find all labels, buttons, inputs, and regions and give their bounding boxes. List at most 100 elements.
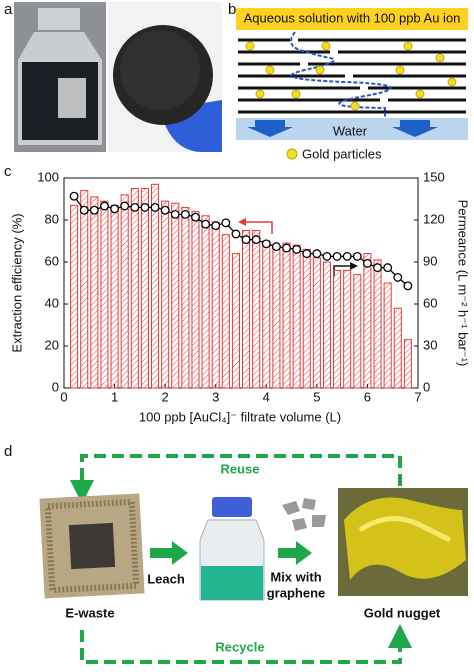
bar — [393, 307, 402, 389]
y2-tick-label: 150 — [423, 169, 445, 184]
bottle-image — [199, 497, 265, 601]
bar — [191, 211, 200, 389]
bar — [150, 183, 160, 389]
point — [191, 212, 200, 222]
bar — [252, 230, 261, 389]
x-tick-label: 6 — [364, 389, 371, 404]
bar — [161, 200, 170, 389]
y2-tick-label: 90 — [423, 253, 437, 268]
bar — [353, 274, 362, 389]
axis-arrow — [238, 218, 246, 226]
x-axis-label: 100 ppb [AuCl₄]⁻ filtrate volume (L) — [139, 409, 341, 424]
bar — [262, 240, 271, 389]
plot-frame — [63, 177, 419, 389]
diagram-label: Water — [333, 123, 368, 138]
point — [393, 272, 403, 282]
bar — [333, 269, 342, 389]
point — [322, 251, 332, 261]
point — [79, 205, 89, 215]
point — [292, 244, 302, 254]
point — [383, 263, 393, 273]
point — [140, 202, 150, 212]
chart: 100 ppb [AuCl₄]⁻ filtrate volume (L) Ext… — [9, 169, 470, 424]
x-tick-label: 2 — [162, 389, 169, 404]
bar — [120, 194, 129, 389]
axis-arrow — [350, 262, 358, 270]
bar — [211, 221, 220, 389]
step-label: Leach — [147, 571, 185, 586]
point — [352, 251, 362, 261]
point — [282, 243, 291, 253]
x-tick-label: 5 — [313, 389, 320, 404]
bar — [201, 215, 210, 389]
y2-tick-label: 60 — [423, 295, 437, 310]
photo-membrane — [108, 2, 222, 152]
x-tick-label: 4 — [263, 389, 270, 404]
point — [89, 205, 99, 215]
cpu-image — [39, 493, 145, 599]
x-tick-label: 7 — [414, 389, 421, 404]
legend-label: Gold particles — [302, 146, 382, 161]
bar — [80, 190, 89, 389]
y-tick-label: 0 — [52, 379, 59, 394]
x-tick-label: 0 — [60, 389, 67, 404]
point — [221, 218, 231, 228]
point — [231, 229, 241, 239]
bar — [282, 242, 291, 389]
bar — [373, 259, 382, 389]
bar — [90, 196, 99, 389]
point — [271, 242, 281, 252]
point — [403, 281, 413, 291]
step-label: graphene — [267, 585, 326, 600]
point — [150, 202, 160, 212]
y-axis-label: Extraction efficiency (%) — [9, 213, 24, 352]
point — [170, 209, 180, 219]
nugget-image — [338, 488, 468, 596]
panel-label: a — [4, 1, 13, 18]
y2-tick-label: 0 — [423, 379, 430, 394]
bar — [130, 188, 139, 389]
bar — [231, 253, 240, 389]
bar — [312, 257, 321, 389]
point — [160, 205, 170, 215]
panel-label: b — [228, 1, 236, 18]
bar — [322, 261, 332, 389]
y-tick-label: 80 — [45, 211, 59, 226]
y2-axis-label: Permeance (L m⁻² h⁻¹ bar⁻¹) — [456, 200, 471, 367]
bar — [181, 206, 190, 389]
cycle-label: Reuse — [220, 461, 259, 476]
point — [120, 201, 130, 211]
bar — [403, 339, 412, 389]
recycle-diagram: Reuse Recycle E-waste Leach Mix with gra… — [39, 454, 468, 664]
point — [69, 191, 79, 201]
photo-bottle — [14, 2, 106, 152]
point — [251, 235, 261, 245]
bar — [383, 282, 392, 389]
bar — [70, 204, 79, 389]
point — [100, 201, 109, 211]
item-label: E-waste — [65, 605, 114, 620]
bar — [272, 244, 281, 389]
point — [241, 235, 251, 245]
point — [312, 249, 322, 259]
point — [342, 251, 352, 261]
bar — [140, 188, 149, 389]
step-label: Mix with — [270, 569, 321, 584]
bar — [302, 248, 311, 389]
item-label: Gold nugget — [364, 605, 441, 620]
y-tick-label: 20 — [45, 337, 59, 352]
bar — [221, 234, 230, 389]
y-tick-label: 100 — [37, 169, 59, 184]
x-tick-label: 1 — [111, 389, 118, 404]
bar — [242, 230, 251, 389]
point — [332, 251, 342, 261]
point — [362, 258, 372, 268]
point — [302, 249, 312, 259]
panel-label: d — [4, 443, 12, 460]
bar — [110, 204, 119, 389]
bar — [343, 269, 352, 389]
graphene-image — [282, 498, 326, 531]
y-tick-label: 60 — [45, 253, 59, 268]
axis-arrow — [246, 221, 273, 234]
